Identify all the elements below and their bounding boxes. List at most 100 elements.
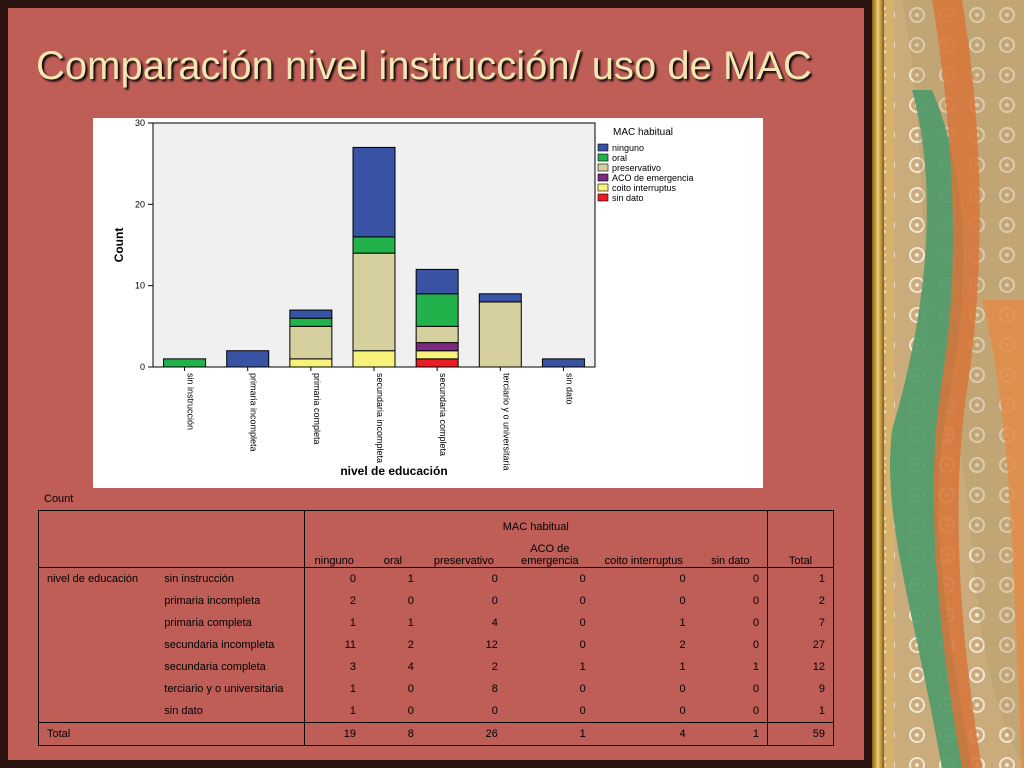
table-col-header: sin dato (693, 533, 768, 568)
x-tick-label: primaria incompleta (249, 373, 259, 452)
table-cell: 0 (349, 572, 356, 585)
table-col-header: preservativo (421, 533, 506, 568)
table-row-group-cell (38, 655, 157, 678)
table-cell: 0 (679, 704, 686, 717)
table-row-group-cell: nivel de educación (38, 567, 157, 590)
table-cell: 1 (349, 682, 356, 695)
table-cell: 0 (579, 572, 586, 585)
table-cell: 4 (491, 616, 498, 629)
table-cell: 0 (752, 704, 760, 717)
stacked-bar-chart: 0 10 20 30 Count sin instrucción primaria inco… (112, 118, 694, 478)
table-cell: 1 (579, 660, 586, 673)
table-cell: 0 (491, 704, 498, 717)
table-row-group-cell (38, 611, 157, 634)
table-col-header: oral (363, 533, 422, 568)
table-total-spacer (156, 721, 305, 746)
table-cell: 4 (407, 660, 414, 673)
bar-segment (289, 309, 333, 319)
table-cell: 12 (485, 638, 498, 651)
table-body: nivel de educación sin instrucción 0 1 0 0 0 0 1… (38, 567, 834, 746)
bar-segment (415, 325, 459, 344)
chart-container: 0 10 20 30 Count sin instrucción primaria inco… (93, 118, 763, 488)
y-tick-label: 0 (140, 362, 145, 372)
bar-segment (541, 358, 585, 368)
bar-segment (352, 236, 396, 254)
crosstab-table: MAC habitual Total ninguno oral preservati… (38, 510, 834, 746)
table-row: primaria incompleta 2 0 0 0 0 0 2 (38, 589, 834, 612)
table-cell: 0 (407, 704, 414, 717)
bar-segment (415, 342, 459, 352)
table-row-label: sin dato (156, 699, 305, 722)
legend-swatch (597, 193, 609, 202)
table-row: secundaria incompleta 11 2 12 0 2 0 27 (38, 633, 834, 656)
table-cell: 0 (579, 616, 586, 629)
table-cell: 0 (679, 682, 686, 695)
table-row-label: secundaria incompleta (156, 633, 305, 656)
legend-entry: ACO de emergencia (612, 173, 694, 183)
table-row-total: 12 (767, 655, 834, 678)
y-tick-label: 30 (135, 118, 145, 128)
legend-swatch (597, 183, 609, 192)
table-total-cell: 4 (593, 721, 694, 746)
bar-segment (289, 317, 333, 327)
table-cell: 1 (679, 616, 686, 629)
legend-entry: preservativo (612, 163, 661, 173)
x-tick-label: secundaria completa (438, 373, 448, 456)
legend-entry: ninguno (612, 143, 644, 153)
table-cell: 1 (679, 660, 686, 673)
decorative-border (872, 0, 1024, 768)
table-cell: 0 (407, 682, 414, 695)
bar-segment (289, 325, 333, 360)
table-row-label: primaria completa (156, 611, 305, 634)
table-corner-cell (38, 510, 305, 568)
table-row: secundaria completa 3 4 2 1 1 1 12 (38, 655, 834, 678)
bar-segment (478, 301, 522, 368)
legend-entry: oral (612, 153, 627, 163)
legend-title: MAC habitual (613, 127, 673, 138)
x-tick-label: primaria completa (312, 373, 322, 445)
table-row-label: primaria incompleta (156, 589, 305, 612)
table-total-label: Total (38, 721, 157, 746)
table-total-cell: 26 (421, 721, 506, 746)
table-cell: 0 (752, 682, 760, 695)
table-cell: 0 (752, 594, 760, 607)
table-col-header: ninguno (304, 533, 364, 568)
table-cell: 0 (752, 572, 760, 585)
table-total-cell: 19 (304, 721, 364, 746)
table-row-total: 1 (767, 567, 834, 590)
y-tick-label: 10 (135, 281, 145, 291)
table-cell: 3 (349, 660, 356, 673)
y-axis-label: Count (112, 228, 126, 263)
legend-entry: coito interruptus (612, 183, 677, 193)
table-row-label: sin instrucción (156, 567, 305, 590)
bar-segment (226, 350, 270, 368)
table-cell: 2 (407, 638, 414, 651)
table-cell: 0 (752, 638, 760, 651)
table-header-row-2: ninguno oral preservativo ACO de emergencia… (39, 533, 834, 568)
legend-swatch (597, 163, 609, 172)
bar-segment (415, 350, 459, 360)
table-cell: 0 (407, 594, 414, 607)
table-row-group-cell (38, 633, 157, 656)
table-cell: 0 (579, 594, 586, 607)
table-row-total: 27 (767, 633, 834, 656)
bar-segment (352, 146, 396, 238)
table-cell: 1 (752, 660, 760, 673)
bar-segment (163, 358, 207, 368)
table-total-header: Total (767, 510, 834, 568)
x-axis-label: nivel de educación (340, 464, 447, 478)
table-cell: 0 (579, 704, 586, 717)
bar-segment (415, 293, 459, 327)
bar-segment (352, 252, 396, 352)
bar-segment (415, 268, 459, 295)
table-cell: 1 (349, 616, 356, 629)
legend-swatch (597, 153, 609, 162)
table-cell: 0 (679, 594, 686, 607)
table-cell: 0 (491, 572, 498, 585)
table-count-label: Count (44, 493, 74, 505)
legend-swatch (597, 173, 609, 182)
table-cell: 0 (579, 638, 586, 651)
table-total-cell: 1 (505, 721, 594, 746)
table-cell: 0 (579, 682, 586, 695)
table-cell: 0 (679, 572, 686, 585)
